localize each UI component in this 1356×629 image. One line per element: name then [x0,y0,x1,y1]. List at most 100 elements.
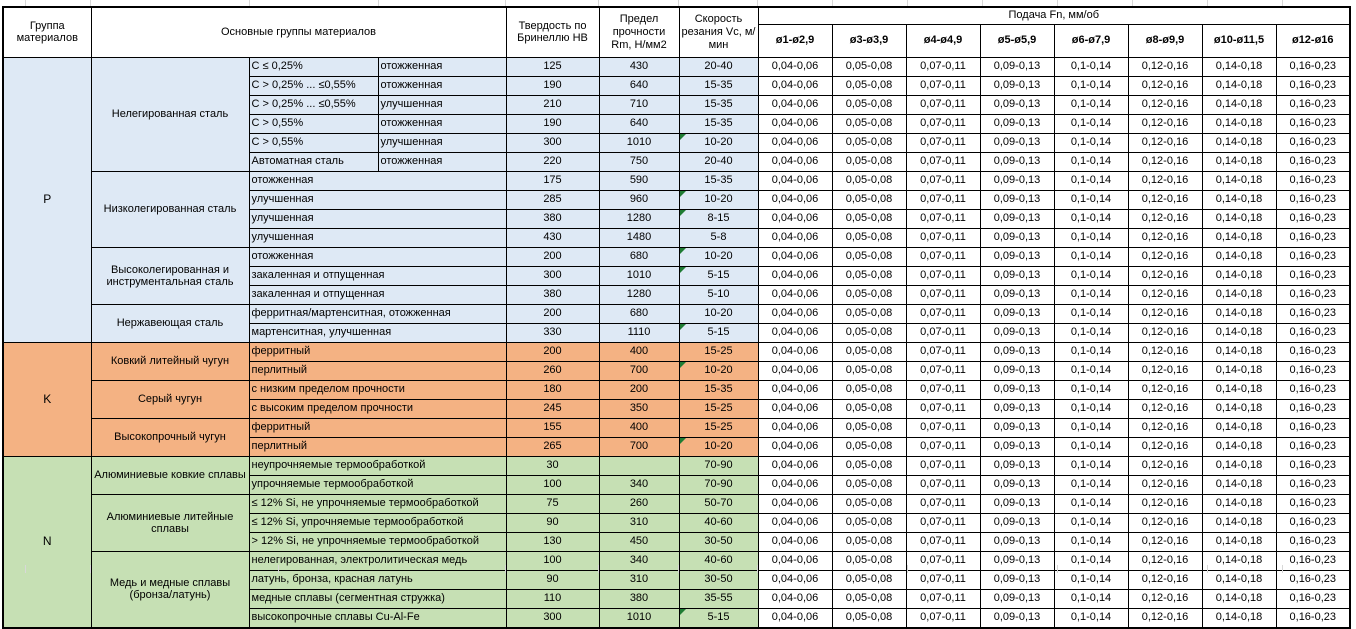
feed-value-cell[interactable]: 0,14-0,18 [1201,151,1277,172]
group-code-cell[interactable]: N [2,455,92,628]
feed-value-cell[interactable]: 0,12-0,16 [1127,531,1203,552]
strength-cell[interactable]: 380 [598,588,680,609]
feed-value-cell[interactable]: 0,07-0,11 [905,474,981,495]
feed-value-cell[interactable]: 0,14-0,18 [1201,208,1277,229]
feed-value-cell[interactable]: 0,09-0,13 [979,398,1055,419]
feed-value-cell[interactable]: 0,04-0,06 [757,360,833,381]
cutting-speed-cell[interactable]: 15-35 [678,113,759,134]
feed-value-cell[interactable]: 0,1-0,14 [1053,56,1129,77]
feed-value-cell[interactable]: 0,04-0,06 [757,550,833,571]
feed-value-cell[interactable]: 0,14-0,18 [1201,531,1277,552]
feed-value-cell[interactable]: 0,09-0,13 [979,607,1055,628]
feed-value-cell[interactable]: 0,12-0,16 [1127,56,1203,77]
strength-cell[interactable]: 310 [598,512,680,533]
material-detail-cell[interactable]: улучшенная [248,227,507,248]
cutting-speed-cell[interactable]: 15-35 [678,94,759,115]
feed-value-cell[interactable]: 0,16-0,23 [1275,227,1351,248]
feed-value-cell[interactable]: 0,09-0,13 [979,550,1055,571]
feed-value-cell[interactable]: 0,04-0,06 [757,303,833,324]
material-detail-cell[interactable]: улучшенная [248,189,507,210]
feed-value-cell[interactable]: 0,16-0,23 [1275,170,1351,191]
feed-value-cell[interactable]: 0,09-0,13 [979,227,1055,248]
hardness-cell[interactable]: 125 [505,56,600,77]
hardness-cell[interactable]: 265 [505,436,600,457]
strength-cell[interactable]: 640 [598,75,680,96]
feed-value-cell[interactable]: 0,07-0,11 [905,322,981,343]
feed-value-cell[interactable]: 0,1-0,14 [1053,208,1129,229]
subgroup-name-cell[interactable]: Алюминиевые ковкие сплавы [90,455,250,495]
feed-value-cell[interactable]: 0,16-0,23 [1275,531,1351,552]
strength-cell[interactable]: 700 [598,360,680,381]
feed-value-cell[interactable]: 0,07-0,11 [905,550,981,571]
subgroup-name-cell[interactable]: Ковкий литейный чугун [90,341,250,381]
hardness-cell[interactable]: 210 [505,94,600,115]
feed-value-cell[interactable]: 0,12-0,16 [1127,265,1203,286]
feed-value-cell[interactable]: 0,05-0,08 [831,189,907,210]
feed-value-cell[interactable]: 0,05-0,08 [831,170,907,191]
material-detail-cell[interactable]: ≤ 12% Si, упрочняемые термообработкой [248,512,507,533]
feed-value-cell[interactable]: 0,07-0,11 [905,607,981,628]
cutting-speed-cell[interactable]: 15-25 [678,417,759,438]
feed-value-cell[interactable]: 0,1-0,14 [1053,189,1129,210]
subgroup-name-cell[interactable]: Высокопрочный чугун [90,417,250,457]
feed-value-cell[interactable]: 0,1-0,14 [1053,322,1129,343]
feed-value-cell[interactable]: 0,12-0,16 [1127,303,1203,324]
feed-value-cell[interactable]: 0,07-0,11 [905,455,981,476]
feed-value-cell[interactable]: 0,16-0,23 [1275,208,1351,229]
feed-value-cell[interactable]: 0,09-0,13 [979,284,1055,305]
feed-value-cell[interactable]: 0,09-0,13 [979,341,1055,362]
feed-value-cell[interactable]: 0,07-0,11 [905,417,981,438]
feed-value-cell[interactable]: 0,16-0,23 [1275,303,1351,324]
feed-value-cell[interactable]: 0,05-0,08 [831,436,907,457]
feed-value-cell[interactable]: 0,05-0,08 [831,607,907,628]
feed-value-cell[interactable]: 0,14-0,18 [1201,322,1277,343]
material-detail-cell[interactable]: ферритный [248,417,507,438]
feed-value-cell[interactable]: 0,05-0,08 [831,132,907,153]
feed-value-cell[interactable]: 0,07-0,11 [905,398,981,419]
cutting-speed-cell[interactable]: 10-20 [678,189,759,210]
hardness-cell[interactable]: 130 [505,531,600,552]
feed-value-cell[interactable]: 0,14-0,18 [1201,246,1277,267]
hardness-cell[interactable]: 330 [505,322,600,343]
feed-value-cell[interactable]: 0,14-0,18 [1201,56,1277,77]
feed-value-cell[interactable]: 0,16-0,23 [1275,151,1351,172]
feed-value-cell[interactable]: 0,16-0,23 [1275,417,1351,438]
header-diameter[interactable]: ø12-ø16 [1275,23,1351,58]
feed-value-cell[interactable]: 0,09-0,13 [979,512,1055,533]
group-code-cell[interactable]: P [2,56,92,343]
feed-value-cell[interactable]: 0,1-0,14 [1053,607,1129,628]
feed-value-cell[interactable]: 0,16-0,23 [1275,512,1351,533]
feed-value-cell[interactable]: 0,04-0,06 [757,493,833,514]
strength-cell[interactable]: 1280 [598,284,680,305]
hardness-cell[interactable]: 190 [505,113,600,134]
header-diameter[interactable]: ø3-ø3,9 [831,23,907,58]
material-detail-cell[interactable]: отожженная [248,246,507,267]
feed-value-cell[interactable]: 0,05-0,08 [831,265,907,286]
feed-value-cell[interactable]: 0,04-0,06 [757,284,833,305]
feed-value-cell[interactable]: 0,12-0,16 [1127,417,1203,438]
cutting-speed-cell[interactable]: 15-35 [678,170,759,191]
feed-value-cell[interactable]: 0,1-0,14 [1053,360,1129,381]
feed-value-cell[interactable]: 0,09-0,13 [979,265,1055,286]
cutting-speed-cell[interactable]: 5-10 [678,284,759,305]
hardness-cell[interactable]: 245 [505,398,600,419]
cutting-speed-cell[interactable]: 50-70 [678,493,759,514]
feed-value-cell[interactable]: 0,07-0,11 [905,75,981,96]
strength-cell[interactable]: 680 [598,246,680,267]
feed-value-cell[interactable]: 0,1-0,14 [1053,588,1129,609]
feed-value-cell[interactable]: 0,14-0,18 [1201,588,1277,609]
feed-value-cell[interactable]: 0,07-0,11 [905,189,981,210]
feed-value-cell[interactable]: 0,07-0,11 [905,94,981,115]
feed-value-cell[interactable]: 0,16-0,23 [1275,493,1351,514]
material-detail-cell[interactable]: перлитный [248,360,507,381]
feed-value-cell[interactable]: 0,14-0,18 [1201,303,1277,324]
feed-value-cell[interactable]: 0,07-0,11 [905,436,981,457]
feed-value-cell[interactable]: 0,14-0,18 [1201,284,1277,305]
material-detail-cell[interactable]: мартенситная, улучшенная [248,322,507,343]
cutting-speed-cell[interactable]: 20-40 [678,56,759,77]
feed-value-cell[interactable]: 0,16-0,23 [1275,94,1351,115]
subgroup-name-cell[interactable]: Серый чугун [90,379,250,419]
feed-value-cell[interactable]: 0,14-0,18 [1201,360,1277,381]
strength-cell[interactable]: 400 [598,417,680,438]
header-main-groups[interactable]: Основные группы материалов [90,6,507,58]
